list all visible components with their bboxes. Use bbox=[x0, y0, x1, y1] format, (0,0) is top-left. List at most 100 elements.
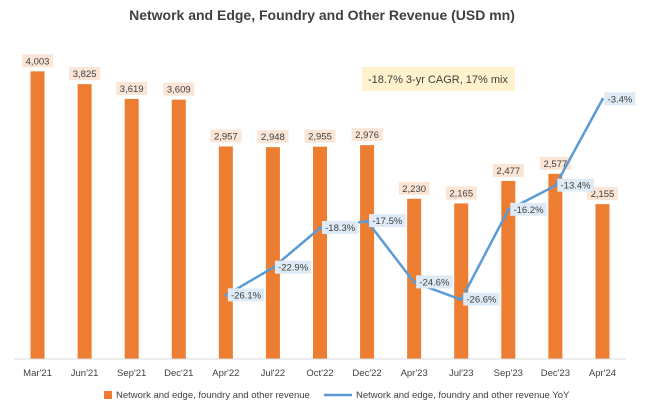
yoy-data-label-background bbox=[510, 202, 547, 216]
legend-bar-label: Network and edge, foundry and other reve… bbox=[116, 390, 310, 401]
yoy-line-series bbox=[224, 97, 604, 302]
legend: Network and edge, foundry and other reve… bbox=[104, 390, 570, 401]
bar-data-label-text: 2,155 bbox=[591, 189, 615, 200]
chart-title: Network and Edge, Foundry and Other Reve… bbox=[129, 7, 515, 23]
bar-data-label-text: 2,165 bbox=[449, 188, 473, 199]
bar-data-label-background bbox=[398, 181, 430, 195]
yoy-point bbox=[600, 97, 604, 101]
bar-data-label-background bbox=[163, 82, 195, 96]
bar bbox=[595, 204, 610, 359]
bar-data-label-background bbox=[22, 54, 54, 68]
yoy-data-label-background bbox=[604, 92, 636, 106]
bar-data-label-background bbox=[586, 187, 618, 201]
bar-data-label-text: 2,577 bbox=[543, 159, 567, 170]
bar-data-label: 2,948 bbox=[257, 130, 289, 144]
bar bbox=[30, 71, 45, 359]
bar bbox=[454, 203, 469, 359]
yoy-data-label-text: -3.4% bbox=[608, 94, 633, 105]
yoy-data-label: -18.3% bbox=[322, 220, 359, 234]
legend-bar-swatch bbox=[104, 391, 112, 399]
x-tick-label: Apr'24 bbox=[589, 368, 616, 379]
bar-data-label-background bbox=[539, 156, 571, 170]
x-tick-label: Apr'23 bbox=[401, 368, 428, 379]
bar-data-label-text: 3,825 bbox=[73, 69, 97, 80]
yoy-data-label-background bbox=[227, 288, 265, 302]
yoy-point bbox=[553, 184, 557, 188]
yoy-point bbox=[271, 266, 275, 270]
yoy-data-label-background bbox=[557, 178, 594, 192]
bar-data-label-background bbox=[257, 130, 289, 144]
bar-data-label: 4,003 bbox=[22, 54, 54, 68]
bar-data-label: 2,976 bbox=[351, 128, 383, 142]
bar-data-label-background bbox=[304, 129, 336, 143]
x-tick-label: Dec'21 bbox=[164, 368, 193, 379]
bar-data-labels: 4,003 3,825 3,619 3,609 2,957 2,948 2,955 2,976… bbox=[22, 54, 618, 201]
yoy-data-label: -26.1% bbox=[227, 288, 265, 302]
bar-data-label: 2,165 bbox=[445, 186, 477, 200]
x-tick-label: Apr'22 bbox=[212, 368, 239, 379]
x-tick-label: Oct'22 bbox=[306, 368, 333, 379]
yoy-data-label: -13.4% bbox=[557, 178, 594, 192]
bar-data-label-text: 2,230 bbox=[402, 184, 426, 195]
yoy-data-label: -3.4% bbox=[604, 92, 636, 106]
yoy-data-label-text: -18.3% bbox=[325, 223, 356, 234]
bar-data-label: 2,155 bbox=[586, 187, 618, 201]
bar-data-label-text: 3,609 bbox=[167, 85, 191, 96]
bar-data-label-background bbox=[492, 164, 524, 178]
bar-data-label: 2,577 bbox=[539, 156, 571, 170]
bar-data-label-text: 2,948 bbox=[261, 132, 285, 143]
yoy-data-label-text: -24.6% bbox=[419, 277, 450, 288]
yoy-data-label-background bbox=[322, 220, 359, 234]
annotation-text: -18.7% 3-yr CAGR, 17% mix bbox=[368, 74, 508, 86]
bar bbox=[171, 99, 186, 359]
yoy-point bbox=[365, 219, 369, 223]
bar-data-label: 3,825 bbox=[69, 67, 101, 81]
bar bbox=[265, 147, 280, 359]
x-tick-label: Sep'21 bbox=[117, 368, 146, 379]
bar-data-label-background bbox=[210, 129, 242, 143]
bar-data-label-background bbox=[69, 67, 101, 81]
bar-data-label-background bbox=[351, 128, 383, 142]
yoy-data-label-background bbox=[416, 275, 453, 289]
bar-data-label-background bbox=[116, 81, 148, 95]
yoy-data-label-text: -26.1% bbox=[231, 290, 262, 301]
bar bbox=[360, 145, 375, 359]
x-tick-label: Dec'23 bbox=[541, 368, 570, 379]
bar-data-label-text: 2,976 bbox=[355, 130, 379, 141]
x-tick-label: Jun'21 bbox=[71, 368, 99, 379]
bar bbox=[548, 173, 563, 359]
yoy-data-label-background bbox=[274, 260, 312, 274]
annotation-background bbox=[362, 67, 515, 91]
bar-data-label: 2,955 bbox=[304, 129, 336, 143]
yoy-data-label-text: -13.4% bbox=[561, 181, 592, 192]
yoy-data-label-text: -16.2% bbox=[513, 205, 544, 216]
bar bbox=[313, 146, 327, 359]
bar bbox=[501, 181, 516, 359]
x-tick-label: Jul'22 bbox=[261, 368, 286, 379]
bar-data-label: 2,477 bbox=[492, 164, 524, 178]
yoy-point bbox=[318, 226, 322, 230]
bar-data-label-background bbox=[445, 186, 477, 200]
yoy-data-label: -24.6% bbox=[416, 275, 453, 289]
yoy-data-label-background bbox=[463, 292, 500, 306]
bar bbox=[218, 146, 233, 359]
bar-data-label: 3,619 bbox=[116, 81, 148, 95]
x-tick-label: Dec'22 bbox=[352, 368, 381, 379]
bar-data-label-text: 2,955 bbox=[308, 132, 332, 143]
yoy-point bbox=[224, 293, 228, 297]
yoy-point bbox=[506, 208, 510, 212]
yoy-data-label: -22.9% bbox=[274, 260, 312, 274]
x-tick-label: Sep'23 bbox=[494, 368, 523, 379]
bar-data-label-text: 4,003 bbox=[26, 56, 50, 67]
yoy-point bbox=[412, 280, 416, 284]
yoy-data-label: -17.5% bbox=[369, 214, 406, 228]
bar bbox=[77, 84, 92, 359]
bar-data-label-text: 2,477 bbox=[496, 166, 520, 177]
yoy-data-label-background bbox=[369, 214, 406, 228]
annotation-box: -18.7% 3-yr CAGR, 17% mix bbox=[362, 67, 515, 91]
bar-data-label-text: 3,619 bbox=[120, 84, 144, 95]
bar-data-label: 2,230 bbox=[398, 181, 430, 195]
yoy-data-label-text: -26.6% bbox=[466, 295, 497, 306]
bar-series bbox=[30, 71, 610, 359]
